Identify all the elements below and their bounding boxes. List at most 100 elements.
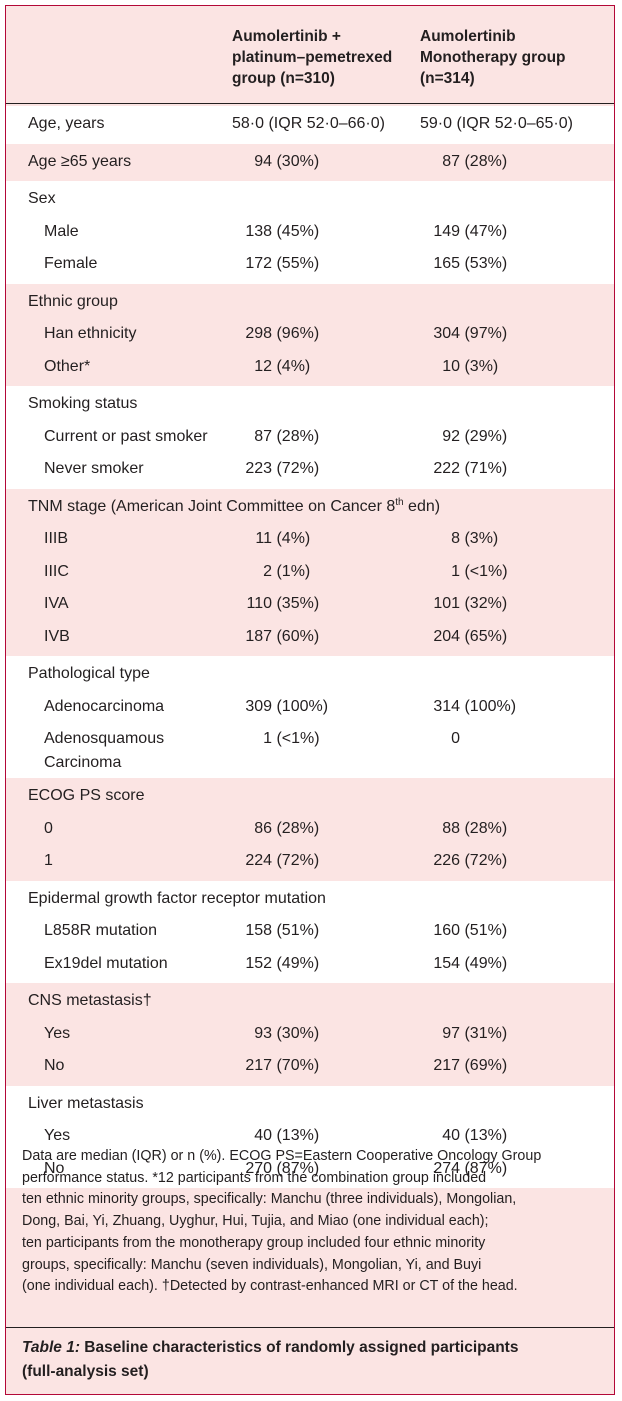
cell-combination: 58·0 (IQR 52·0–66·0) <box>232 115 385 132</box>
row-group: Sex Male 138 (45%) 149 (47%) Female 172 (55%)… <box>6 181 614 284</box>
cell-combination <box>232 1088 412 1121</box>
row-sublabel: IIIB <box>44 530 69 547</box>
cell-monotherapy: 40 (13%) <box>442 1127 508 1144</box>
table-header: Aumolertinib + platinum–pemetrexed group… <box>6 6 614 104</box>
cell-monotherapy: 222 (71%) <box>433 460 508 477</box>
cell-monotherapy: 97 (31%) <box>442 1024 508 1042</box>
row-sublabel: No <box>44 1057 65 1074</box>
table-row: IVB 187 (60%) 204 (65%) <box>6 621 614 654</box>
cell-combination: 87 (28%) <box>254 427 320 445</box>
table-row: Yes 40 (13%) 40 (13%) <box>6 1120 614 1153</box>
table-row: Current or past smoker 87 (28%) 92 (29%) <box>6 421 614 454</box>
cell-monotherapy: 160 (51%) <box>433 922 508 939</box>
table-row: Sex <box>6 183 614 216</box>
cell-combination: 309 (100%) <box>245 697 329 715</box>
cell-monotherapy: 8 (3%) <box>451 530 499 547</box>
cell-combination: 2 (1%) <box>263 562 311 580</box>
row-sublabel: No <box>44 1159 65 1177</box>
cell-combination: 217 (70%) <box>245 1057 320 1074</box>
header-combination-group: Aumolertinib + platinum–pemetrexed group… <box>232 28 393 87</box>
cell-monotherapy: 304 (97%) <box>433 325 508 342</box>
row-sublabel: Yes <box>44 1127 71 1144</box>
table-row: Age ≥65 years 94 (30%) 87 (28%) <box>6 146 614 179</box>
row-label: Pathological type <box>28 665 150 682</box>
row-group: ECOG PS score 0 86 (28%) 88 (28%) 1 224 (72%)… <box>6 778 614 881</box>
table-row: Epidermal growth factor receptor mutatio… <box>6 883 614 916</box>
row-label: Smoking status <box>28 395 138 412</box>
cell-monotherapy <box>420 183 600 216</box>
table-row: Never smoker 223 (72%) 222 (71%) <box>6 453 614 486</box>
cell-monotherapy: 59·0 (IQR 52·0–65·0) <box>420 115 573 132</box>
row-label: Age ≥65 years <box>28 152 132 170</box>
row-sublabel: L858R mutation <box>44 922 157 939</box>
table-row: 0 86 (28%) 88 (28%) <box>6 813 614 846</box>
cell-combination: 172 (55%) <box>245 255 320 272</box>
row-sublabel: 0 <box>44 819 53 837</box>
row-label: Sex <box>28 190 56 207</box>
row-label: TNM stage (American Joint Committee on C… <box>28 496 441 515</box>
table-row: Liver metastasis <box>6 1088 614 1121</box>
cell-monotherapy: 204 (65%) <box>433 627 508 645</box>
row-group: TNM stage (American Joint Committee on C… <box>6 488 614 656</box>
table-row: IIIB 11 (4%) 8 (3%) <box>6 523 614 556</box>
table-row: Male 138 (45%) 149 (47%) <box>6 216 614 249</box>
cell-monotherapy: 314 (100%) <box>433 697 517 715</box>
row-label: CNS metastasis† <box>28 992 152 1009</box>
cell-combination <box>232 491 412 524</box>
cell-monotherapy: 149 (47%) <box>433 222 508 240</box>
row-group: CNS metastasis† Yes 93 (30%) 97 (31%) No 217 … <box>6 983 614 1086</box>
cell-combination <box>232 658 412 691</box>
row-sublabel: Never smoker <box>44 460 144 477</box>
cell-combination: 12 (4%) <box>254 357 311 375</box>
table-row: Adenocarcinoma 309 (100%) 314 (100%) <box>6 691 614 724</box>
row-label: Ethnic group <box>28 292 118 310</box>
cell-combination <box>232 388 412 421</box>
table-row: TNM stage (American Joint Committee on C… <box>6 491 614 524</box>
table-row: 1 224 (72%) 226 (72%) <box>6 845 614 878</box>
cell-monotherapy: 1 (<1%) <box>451 562 508 580</box>
cell-combination: 138 (45%) <box>245 222 320 240</box>
cell-combination <box>232 883 412 916</box>
table-row: No 270 (87%) 274 (87%) <box>6 1153 614 1186</box>
row-label: Age, years <box>28 115 105 132</box>
row-sublabel: Ex19del mutation <box>44 954 168 972</box>
row-label: Liver metastasis <box>28 1094 144 1112</box>
cell-combination <box>232 985 412 1018</box>
cell-monotherapy: 92 (29%) <box>442 427 508 445</box>
row-sublabel: IIIC <box>44 562 69 580</box>
table-row: Han ethnicity 298 (96%) 304 (97%) <box>6 318 614 351</box>
table-frame: Aumolertinib + platinum–pemetrexed group… <box>5 5 615 1395</box>
cell-monotherapy: 274 (87%) <box>433 1159 508 1177</box>
cell-monotherapy <box>420 883 600 916</box>
cell-monotherapy <box>420 780 600 813</box>
cell-combination: 93 (30%) <box>254 1024 320 1042</box>
cell-monotherapy: 154 (49%) <box>433 954 508 972</box>
header-monotherapy-group: Aumolertinib Monotherapy group (n=314) <box>420 28 566 87</box>
cell-monotherapy: 226 (72%) <box>433 852 508 869</box>
table-row: Ethnic group <box>6 286 614 319</box>
row-label: ECOG PS score <box>28 787 145 804</box>
cell-monotherapy <box>420 985 600 1018</box>
row-label: Epidermal growth factor receptor mutatio… <box>28 889 326 907</box>
cell-monotherapy: 87 (28%) <box>442 152 508 170</box>
row-sublabel: Adenosquamous Carcinoma <box>44 730 165 771</box>
cell-combination <box>232 780 412 813</box>
cell-combination: 1 (<1%) <box>263 730 320 747</box>
row-sublabel: Female <box>44 255 98 272</box>
table-row: Smoking status <box>6 388 614 421</box>
row-sublabel: Other* <box>44 357 91 375</box>
table-caption: Table 1: Baseline characteristics of ran… <box>6 1327 614 1384</box>
table-body: Age, years 58·0 (IQR 52·0–66·0) 59·0 (IQR … <box>6 106 614 1188</box>
row-group: Epidermal growth factor receptor mutatio… <box>6 880 614 983</box>
cell-monotherapy: 217 (69%) <box>433 1057 508 1074</box>
table-row: ECOG PS score <box>6 780 614 813</box>
cell-combination: 223 (72%) <box>245 460 320 477</box>
cell-combination: 298 (96%) <box>245 325 320 342</box>
cell-combination: 224 (72%) <box>245 852 320 869</box>
table-row: No 217 (70%) 217 (69%) <box>6 1050 614 1083</box>
cell-combination: 11 (4%) <box>255 530 311 547</box>
row-group: Smoking status Current or past smoker 87 (… <box>6 386 614 489</box>
cell-combination: 110 (35%) <box>246 595 320 612</box>
row-group: Ethnic group Han ethnicity 298 (96%) 304 (9… <box>6 283 614 386</box>
row-sublabel: Adenocarcinoma <box>44 697 165 715</box>
